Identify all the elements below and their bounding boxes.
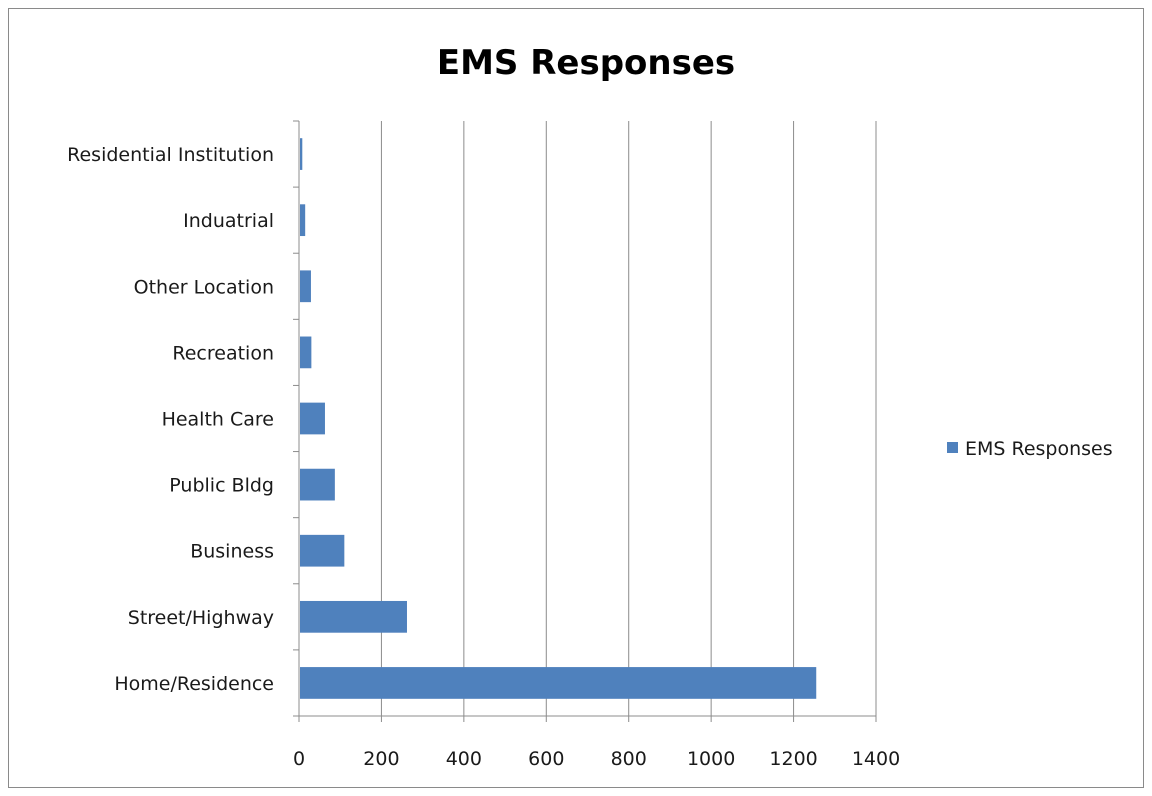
- bars: [300, 138, 817, 699]
- bar: [300, 600, 407, 633]
- x-tick-label: 800: [611, 748, 647, 770]
- category-label: Other Location: [134, 276, 274, 298]
- bar: [300, 270, 311, 303]
- category-label: Health Care: [162, 409, 274, 431]
- legend-swatch: [947, 442, 958, 453]
- category-label: Business: [190, 541, 274, 563]
- x-tick-label: 400: [446, 748, 482, 770]
- category-label: Public Bldg: [169, 475, 274, 497]
- gridlines: [380, 121, 877, 716]
- x-tick-label: 200: [363, 748, 399, 770]
- chart-title: EMS Responses: [437, 43, 735, 83]
- bar: [300, 336, 312, 369]
- x-tick-label: 0: [293, 748, 305, 770]
- x-tick-label: 600: [528, 748, 564, 770]
- legend-label: EMS Responses: [965, 438, 1113, 460]
- legend: EMS Responses: [947, 438, 1113, 460]
- category-label: Street/Highway: [128, 607, 274, 629]
- category-label: Home/Residence: [114, 673, 274, 695]
- category-label: Residential Institution: [67, 144, 274, 166]
- x-tick-label: 1000: [687, 748, 735, 770]
- category-labels: Home/Residence Street/Highway Business Publ…: [67, 144, 274, 695]
- x-tick-label: 1200: [769, 748, 817, 770]
- x-tick-label: 1400: [852, 748, 900, 770]
- category-label: Induatrial: [183, 210, 274, 232]
- bar: [300, 534, 345, 567]
- chart-frame: [8, 8, 1144, 788]
- axes: [293, 120, 877, 722]
- bar: [300, 204, 306, 237]
- x-tick-labels: 0 200 400 600 800 1000 1200 1400: [293, 748, 900, 770]
- bar: [300, 667, 817, 699]
- bar: [300, 468, 335, 501]
- category-label: Recreation: [172, 342, 274, 364]
- bar: [300, 138, 303, 170]
- bar: [300, 402, 325, 435]
